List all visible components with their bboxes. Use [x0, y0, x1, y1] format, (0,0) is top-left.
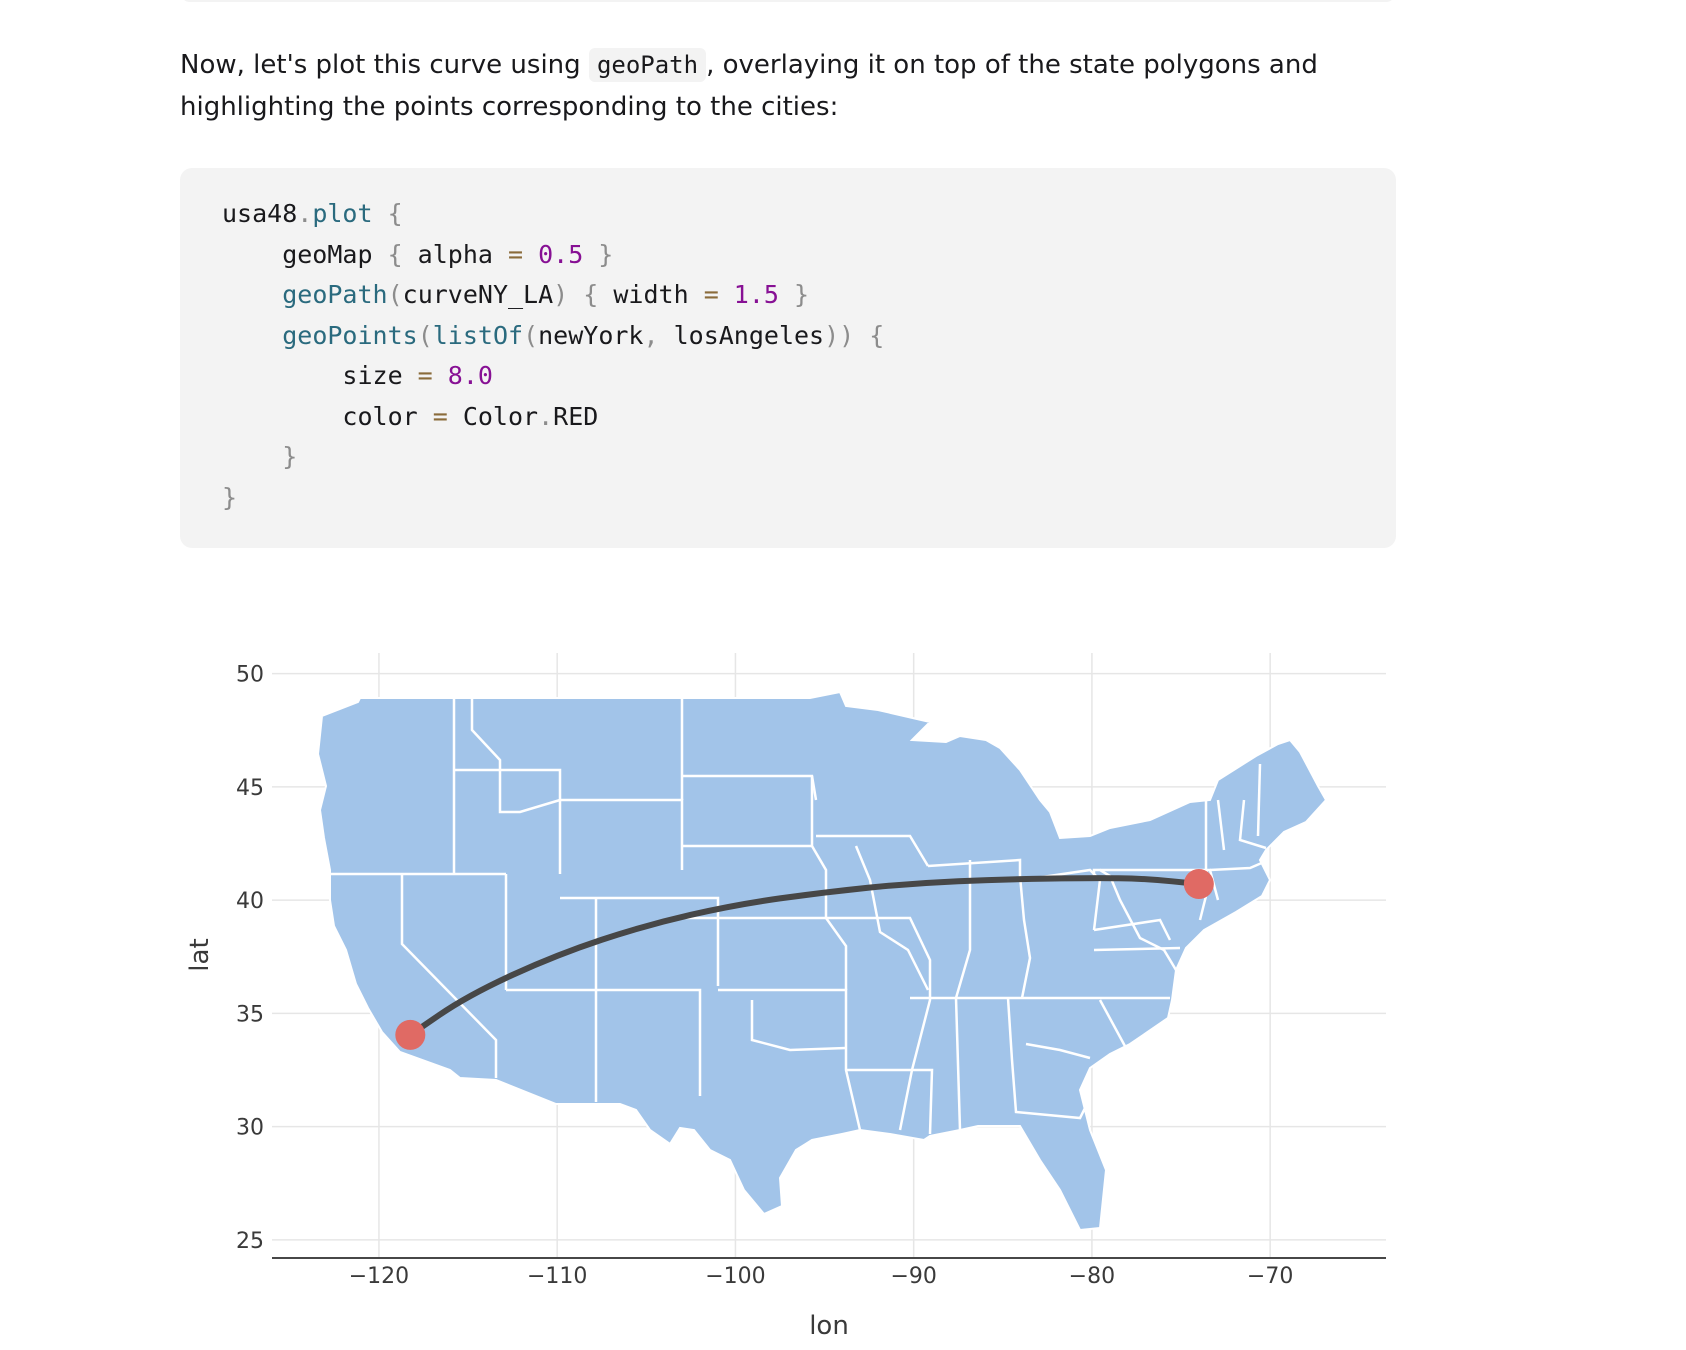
- x-axis-label: lon: [809, 1311, 849, 1341]
- code-line: geoPath(curveNY_LA) { width = 1.5 }: [222, 275, 1396, 316]
- code-token: =: [492, 239, 539, 269]
- map-chart-svg: −120 −110 −100 −90 −80 −70 25 30 35 40 45 50 lon lat: [185, 653, 1386, 1341]
- code-token: [222, 280, 282, 309]
- code-line: usa48.plot {: [222, 194, 1396, 235]
- code-token: }: [778, 280, 810, 309]
- previous-code-block: [180, 0, 1396, 2]
- code-line: color = Color.RED: [222, 397, 1396, 438]
- code-token: curveNY_LA: [402, 280, 554, 309]
- code-block: usa48.plot { geoMap { alpha = 0.5 } geoP…: [180, 168, 1396, 548]
- x-tick-label: −100: [705, 1264, 765, 1289]
- code-token: 0.5: [538, 239, 584, 269]
- y-tick-label: 50: [236, 663, 264, 688]
- code-token: newYork: [538, 320, 644, 350]
- x-tick-label: −80: [1069, 1264, 1115, 1289]
- code-token: geoPoints: [282, 320, 418, 350]
- code-token: 1.5: [733, 280, 779, 309]
- code-token: color: [222, 401, 418, 431]
- code-token: ) {: [553, 280, 614, 309]
- intro-text-before: Now, let's plot this curve using: [180, 50, 589, 80]
- x-tick-label: −110: [527, 1264, 587, 1289]
- y-tick-label: 25: [236, 1229, 264, 1254]
- y-tick-label: 45: [236, 776, 264, 801]
- code-token: (: [417, 320, 433, 350]
- code-token: (: [387, 280, 403, 309]
- code-token: alpha: [417, 239, 493, 269]
- code-token: =: [688, 280, 734, 309]
- code-token: =: [417, 401, 463, 431]
- y-axis-label: lat: [185, 938, 215, 971]
- usa-outline: [316, 690, 1328, 1232]
- code-token: listOf: [432, 320, 524, 350]
- code-token: 8.0: [447, 361, 493, 390]
- code-token: .: [538, 401, 554, 431]
- code-token: ,: [643, 320, 674, 350]
- code-line: geoPoints(listOf(newYork, losAngeles)) {: [222, 316, 1396, 357]
- code-line: size = 8.0: [222, 356, 1396, 397]
- intro-text-after: , overlaying it on top of the state poly…: [180, 50, 1318, 122]
- y-tick-label: 30: [236, 1116, 264, 1141]
- code-token: }: [583, 239, 614, 269]
- code-token: usa48: [222, 199, 298, 228]
- code-token: width: [613, 280, 689, 309]
- code-token: }: [222, 482, 238, 512]
- map-chart: −120 −110 −100 −90 −80 −70 25 30 35 40 45 50 lon lat: [0, 600, 1686, 1346]
- usa48-map: [316, 690, 1328, 1232]
- y-tick-label: 40: [236, 889, 264, 914]
- inline-code-geopath: geoPath: [588, 48, 707, 82]
- x-tick-label: −70: [1247, 1264, 1293, 1289]
- code-token: .: [297, 199, 313, 228]
- y-tick-label: 35: [236, 1002, 264, 1027]
- code-token: {: [372, 239, 418, 269]
- code-token: (: [523, 320, 539, 350]
- code-token: {: [372, 199, 403, 228]
- code-line: }: [222, 478, 1396, 519]
- code-token: =: [402, 361, 448, 390]
- code-token: plot: [312, 199, 373, 228]
- geo-path-curve: [407, 875, 1202, 1038]
- code-token: Color: [462, 401, 539, 431]
- state-borders: [325, 698, 1267, 1135]
- code-token: RED: [553, 401, 599, 431]
- code-token: size: [222, 361, 403, 390]
- code-line: }: [222, 437, 1396, 478]
- x-tick-label: −120: [349, 1264, 409, 1289]
- city-point: [1183, 869, 1214, 900]
- code-token: )) {: [824, 320, 885, 350]
- code-token: [222, 321, 282, 350]
- intro-paragraph: Now, let's plot this curve using geoPath…: [180, 44, 1430, 128]
- city-point: [395, 1019, 426, 1050]
- code-line: geoMap { alpha = 0.5 }: [222, 235, 1396, 276]
- code-token: geoMap: [222, 239, 373, 269]
- x-tick-label: −90: [890, 1264, 936, 1289]
- code-token: }: [222, 442, 298, 471]
- code-token: geoPath: [282, 280, 388, 309]
- code-token: losAngeles: [673, 320, 825, 350]
